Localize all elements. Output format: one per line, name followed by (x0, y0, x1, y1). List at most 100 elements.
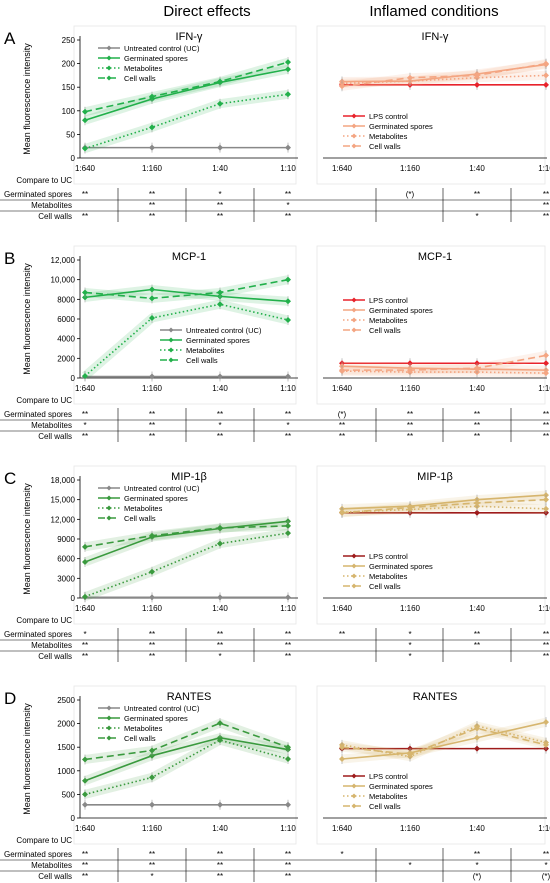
data-point (217, 720, 223, 727)
legend-marker (351, 563, 357, 569)
series-line (84, 525, 289, 548)
sig-mark: ** (285, 410, 291, 419)
x-tick-label: 1:640 (332, 604, 353, 613)
series-line (84, 61, 289, 113)
sig-mark: ** (82, 872, 88, 881)
data-point (407, 74, 413, 81)
x-tick-label: 1:10 (280, 604, 296, 613)
sig-row-label: Metabolites (31, 201, 72, 210)
data-point (217, 78, 223, 85)
y-tick-label: 0 (71, 154, 76, 163)
sig-mark: * (83, 630, 86, 639)
chart-A-left: IFN-γ 0 50 100 150 200 250 Mean fluorescence in… (4, 25, 298, 185)
legend-marker (351, 793, 357, 799)
sig-mark: ** (217, 861, 223, 870)
y-tick-label: 2000 (57, 720, 75, 729)
series-line (84, 288, 289, 303)
legend-marker (351, 783, 357, 789)
sig-mark: ** (149, 432, 155, 441)
chart-C-left: MIP-1β 0 3000 6000 9000 12,000 15,000 18,000 Mea… (4, 465, 298, 625)
legend-label: Cell walls (186, 356, 218, 365)
y-tick-label: 12,000 (51, 515, 76, 524)
sig-mark: ** (285, 190, 291, 199)
panel-letter: C (4, 469, 16, 488)
y-tick-label: 0 (71, 374, 76, 383)
series-untreated-control-uc- (82, 592, 291, 603)
legend-marker (351, 773, 357, 779)
y-tick-label: 3000 (57, 574, 75, 583)
chart-title: MCP-1 (172, 251, 206, 263)
data-point (543, 81, 549, 88)
data-point (285, 756, 291, 762)
y-tick-label: 150 (62, 83, 76, 92)
chart-C-right: MIP-1β 1:640 1:160 1:40 1:10 LPS controlGermi… (316, 465, 550, 625)
x-tick-label: 1:640 (75, 164, 96, 173)
series-band (341, 366, 547, 378)
legend-label: Metabolites (369, 316, 408, 325)
data-point (217, 100, 223, 107)
chart-title: MIP-1β (417, 471, 453, 483)
y-tick-label: 0 (71, 594, 76, 603)
series-cell-walls (339, 723, 549, 760)
legend-marker (106, 515, 112, 521)
data-point (149, 124, 155, 131)
data-point (217, 540, 223, 547)
data-point (217, 289, 223, 296)
series-cell-walls (339, 58, 549, 92)
legend-marker (106, 725, 112, 731)
series-line (341, 498, 547, 514)
x-tick-label: 1:10 (538, 604, 550, 613)
compare-label: Compare to UC (16, 616, 72, 625)
legend-label: Metabolites (124, 504, 163, 513)
sig-mark: ** (149, 212, 155, 221)
sig-mark: ** (285, 872, 291, 881)
x-tick-label: 1:10 (280, 824, 296, 833)
sig-mark: ** (217, 850, 223, 859)
legend-label: Metabolites (124, 64, 163, 73)
x-tick-label: 1:160 (142, 604, 163, 613)
x-tick-label: 1:10 (280, 384, 296, 393)
x-tick-label: 1:160 (400, 384, 421, 393)
series-line (84, 722, 289, 761)
sig-mark: * (408, 641, 411, 650)
legend-label: Metabolites (369, 792, 408, 801)
legend-label: LPS control (369, 112, 408, 121)
legend: Untreated control (UC)Germinated sporesM… (98, 704, 200, 743)
data-point (285, 66, 291, 73)
series-line (84, 532, 289, 598)
legend-label: Untreated control (UC) (124, 704, 200, 713)
data-point (407, 751, 413, 758)
y-axis-label: Mean fluorescence intensity (22, 43, 32, 155)
legend-marker (106, 715, 112, 721)
data-point (149, 594, 155, 601)
panel-letter: A (4, 29, 16, 48)
y-tick-label: 0 (71, 814, 76, 823)
legend-marker (168, 347, 174, 353)
panel-frame (73, 685, 297, 845)
legend-label: LPS control (369, 296, 408, 305)
legend-label: Germinated spores (186, 336, 250, 345)
sig-mark: ** (82, 861, 88, 870)
chart-title: RANTES (413, 691, 458, 703)
panel-letter: B (4, 249, 15, 268)
legend-label: LPS control (369, 772, 408, 781)
data-point (149, 315, 155, 322)
panel-frame (73, 465, 297, 625)
sig-mark: ** (407, 432, 413, 441)
y-tick-label: 250 (62, 36, 76, 45)
header-direct-effects: Direct effects (163, 3, 250, 20)
sig-mark: ** (285, 432, 291, 441)
legend-label: Metabolites (369, 132, 408, 141)
sig-mark: ** (543, 212, 549, 221)
panel-letter: D (4, 689, 16, 708)
y-tick-label: 15,000 (51, 496, 76, 505)
data-point (407, 367, 413, 374)
compare-label: Compare to UC (16, 396, 72, 405)
sig-mark: ** (82, 410, 88, 419)
x-tick-label: 1:640 (332, 164, 353, 173)
series-line (84, 303, 289, 377)
